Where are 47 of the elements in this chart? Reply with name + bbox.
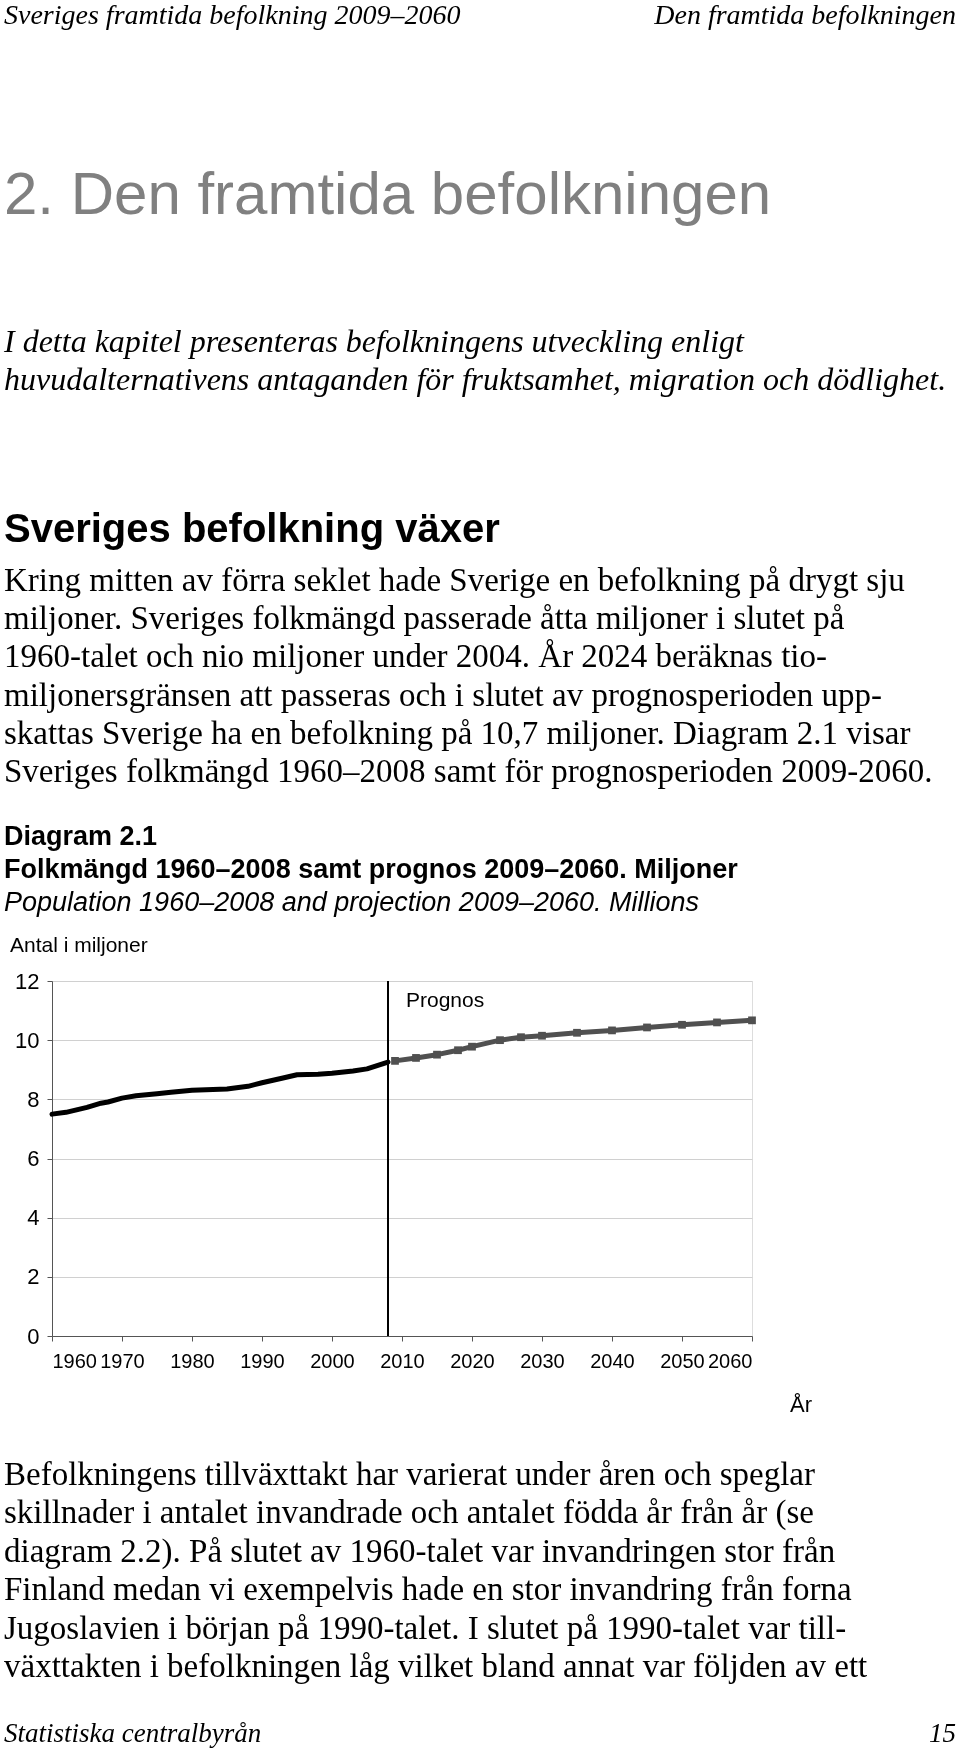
- text: Statistiska centralbyrån: [4, 1718, 262, 1748]
- text: 15: [929, 1718, 956, 1748]
- ref-line-label: Prognos: [406, 988, 485, 1011]
- point: [468, 1042, 476, 1051]
- x-tick-label: 2030: [520, 1349, 565, 1372]
- chart-title: Folkmängd 1960–2008 samt prognos 2009–2060. Miljoner: [4, 854, 739, 884]
- x-tick-label: 1960: [52, 1349, 97, 1372]
- x-tick-label: 2010: [380, 1349, 425, 1372]
- text: Befolkningens tillväxttakt har varierat under åren och speglar skillnader i antalet invandrade och antalet födda år från år (se diagram 2.2). På slutet av 1960-talet var invandringen stor från Finland medan vi exempelvis hade en stor invandring från forna Jugoslavien i början på 1990-talet. I slutet på 1990-talet var till- växttakten i befolkningen låg vilket bland annat var följden av ett: [4, 1456, 868, 1684]
- point: [573, 1028, 581, 1037]
- y-tick-label: 0: [27, 1323, 40, 1349]
- x-tick-label: 1980: [170, 1349, 215, 1372]
- point: [678, 1020, 686, 1029]
- x-tick-label: 2050: [660, 1349, 705, 1372]
- point: [412, 1054, 420, 1062]
- y-tick-label: 4: [27, 1205, 40, 1231]
- y-tick-label: 2: [27, 1264, 40, 1290]
- text: Diagram 2.1: [4, 821, 158, 851]
- text: Den framtida befolkningen: [653, 0, 956, 30]
- chart-subtitle: Population 1960–2008 and projection 2009–2060. Millions: [4, 887, 700, 917]
- text: Kring mitten av förra seklet hade Sverige en befolkning på drygt sju miljoner. Sveriges folkmängd passerade åtta miljoner i slutet på 1960-talet och nio miljoner under 2004. År 2024 beräknas tio- miljonersgränsen att passeras och i slutet av prognosperioden upp- skattas Sverige ha en befolkning på 10,7 miljoner. Diagram 2.1 visar Sveriges folkmängd 1960–2008 samt för prognosperioden 2009-2060.: [4, 562, 933, 789]
- x-tick-label: 1970: [100, 1349, 145, 1372]
- point: [454, 1046, 462, 1055]
- text: I detta kapitel presenteras befolkningens utveckling enligt huvudalternativens antaganden för fruktsamhet, migration och dödlighet.: [3, 323, 947, 397]
- y-tick-label: 10: [15, 1027, 40, 1053]
- x-tick-label: 2040: [590, 1349, 635, 1372]
- text: 2. Den framtida befolkningen: [4, 160, 772, 227]
- y-tick-label: 8: [27, 1086, 40, 1112]
- point: [748, 1016, 756, 1025]
- point: [713, 1018, 721, 1027]
- point: [391, 1057, 399, 1065]
- x-tick-label: 2020: [450, 1349, 495, 1372]
- y-tick-label: 12: [15, 968, 40, 994]
- text: Sveriges framtida befolkning 2009–2060: [4, 0, 461, 30]
- x-tick-label: 1990: [240, 1349, 285, 1372]
- text: Sveriges befolkning växer: [4, 506, 500, 550]
- y-tick-label: 6: [27, 1146, 40, 1171]
- x-axis-title: År: [790, 1392, 812, 1417]
- x-tick-label: 2000: [310, 1349, 355, 1372]
- point: [496, 1036, 504, 1045]
- point: [643, 1023, 651, 1032]
- y-axis-title: Antal i miljoner: [10, 933, 148, 956]
- point: [433, 1050, 441, 1059]
- point: [538, 1031, 546, 1040]
- point: [517, 1033, 525, 1042]
- point: [608, 1026, 616, 1035]
- x-tick-label: 2060: [708, 1349, 753, 1372]
